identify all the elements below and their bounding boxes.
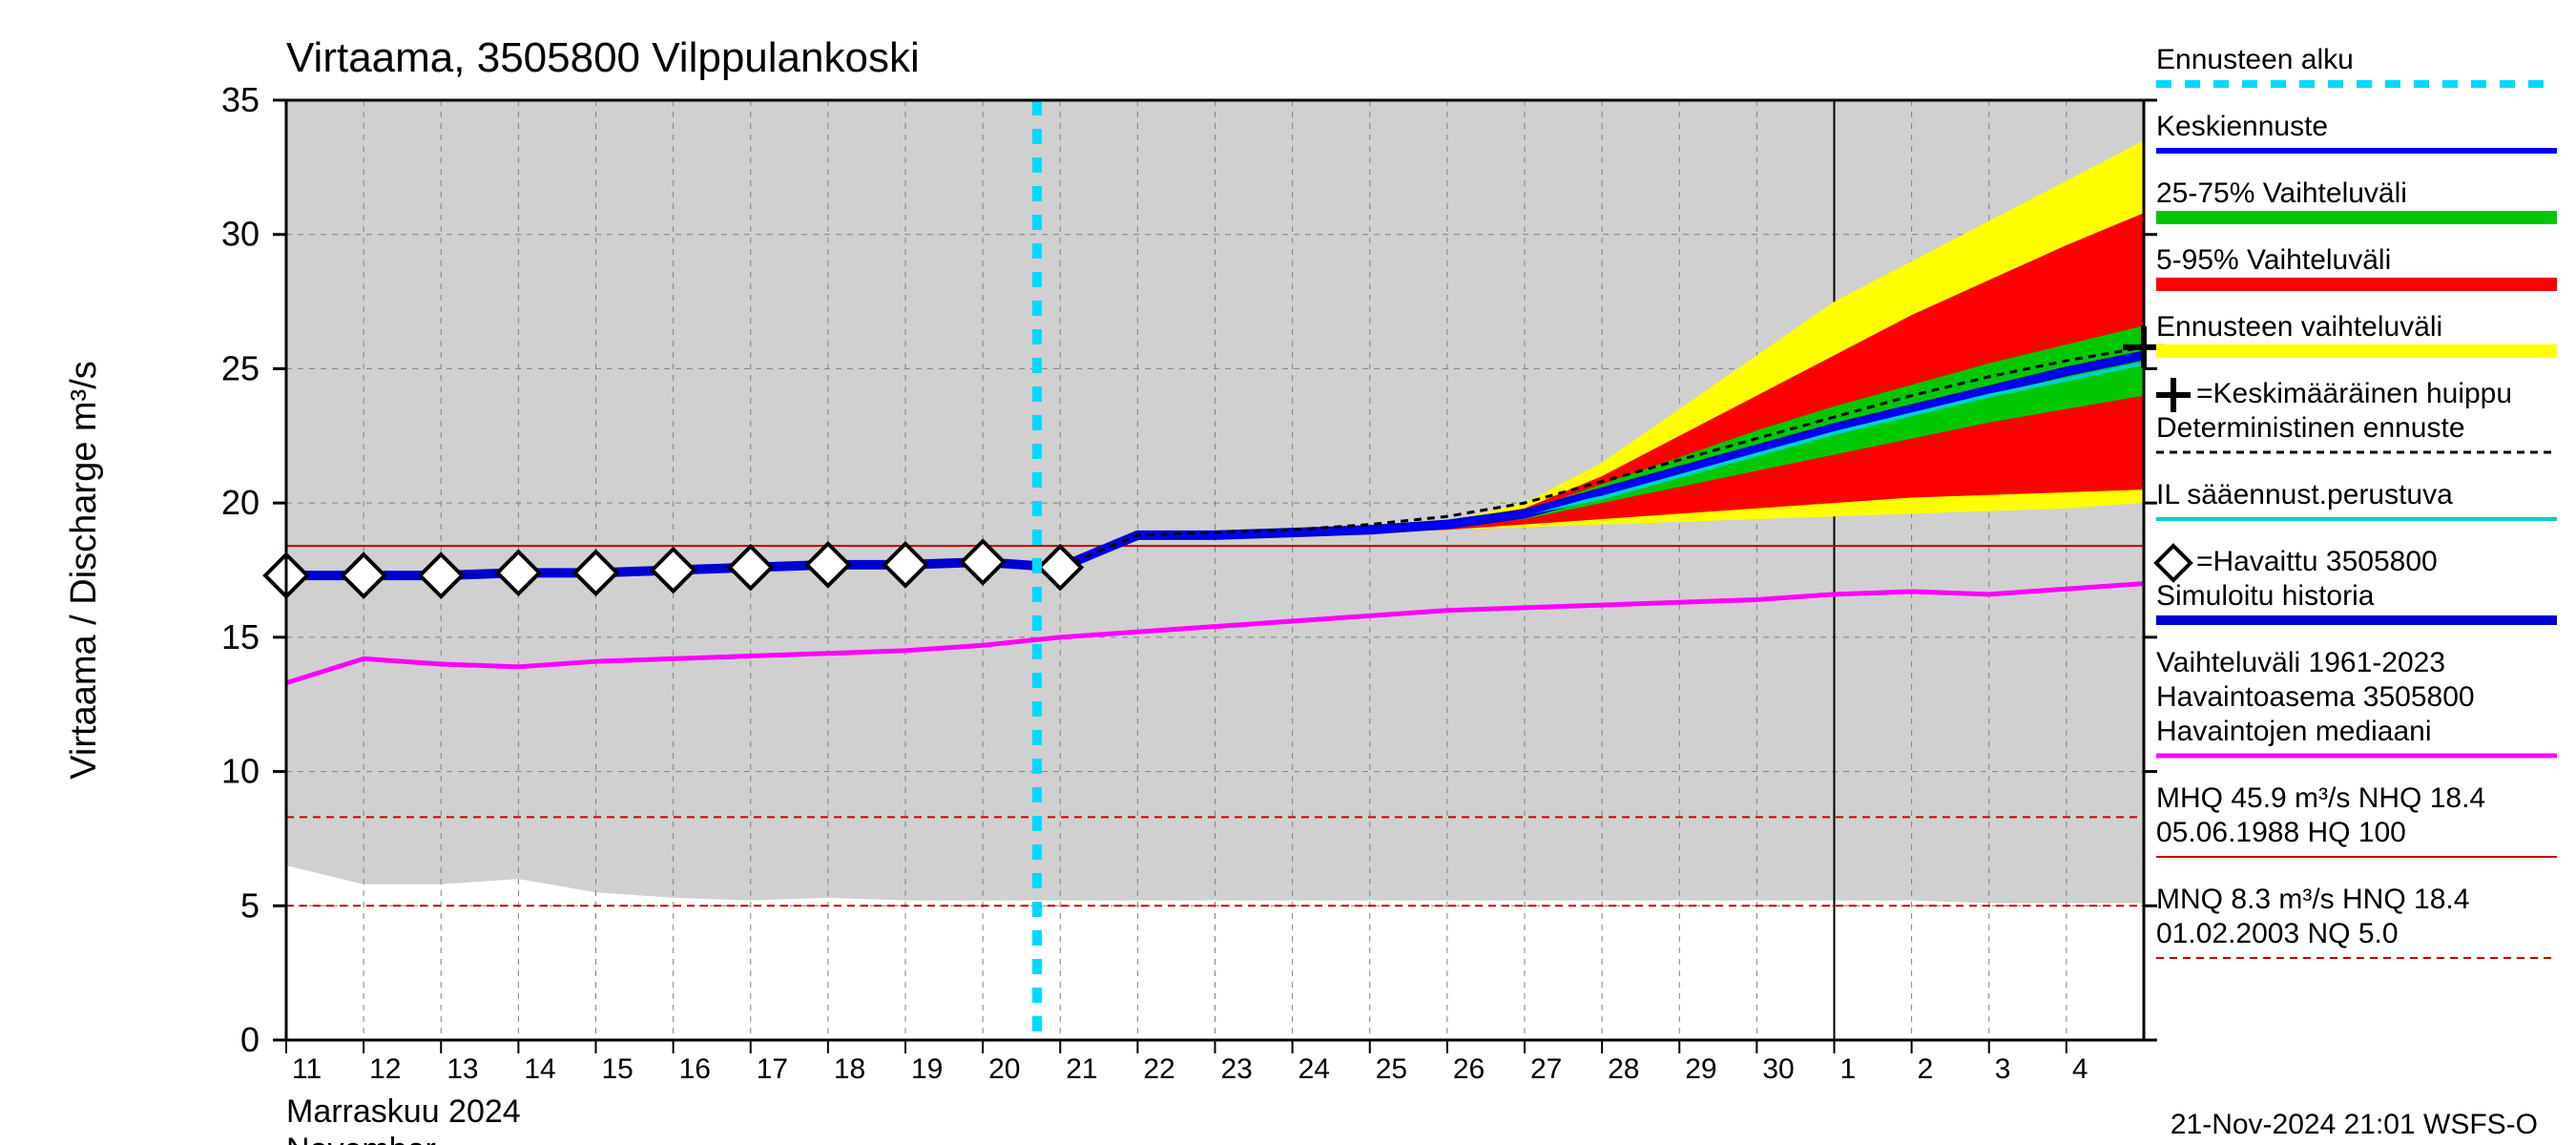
xtick-label: 24 <box>1298 1053 1330 1085</box>
legend-label: Ennusteen vaihteluväli <box>2156 311 2442 343</box>
ytick-label: 25 <box>221 348 260 387</box>
xtick-label: 20 <box>988 1053 1020 1085</box>
legend-label: Keskiennuste <box>2156 111 2328 142</box>
month-label: Marraskuu 2024 <box>286 1093 521 1130</box>
ytick-label: 15 <box>221 617 260 656</box>
legend-label: 01.02.2003 NQ 5.0 <box>2156 918 2399 949</box>
y-axis-label: Virtaama / Discharge m³/s <box>64 361 104 780</box>
xtick-label: 25 <box>1376 1053 1407 1085</box>
legend-label: =Havaittu 3505800 <box>2196 546 2438 577</box>
ytick-label: 35 <box>221 80 260 119</box>
xtick-label: 2 <box>1918 1053 1934 1085</box>
xtick-label: 28 <box>1608 1053 1639 1085</box>
xtick-label: 11 <box>292 1053 322 1085</box>
xtick-label: 16 <box>679 1053 711 1085</box>
legend-label: MHQ 45.9 m³/s NHQ 18.4 <box>2156 782 2485 814</box>
legend-label: Havaintojen mediaani <box>2156 716 2432 747</box>
chart-container: 0510152025303511121314151617181920212223… <box>0 0 2576 1145</box>
chart-title: Virtaama, 3505800 Vilppulankoski <box>286 34 920 81</box>
xtick-label: 21 <box>1066 1053 1097 1085</box>
xtick-label: 12 <box>369 1053 401 1085</box>
ytick-label: 10 <box>221 752 260 791</box>
xtick-label: 26 <box>1453 1053 1485 1085</box>
legend-label: IL sääennust.perustuva <box>2156 479 2453 510</box>
legend-label: 05.06.1988 HQ 100 <box>2156 817 2406 848</box>
legend-label: Deterministinen ennuste <box>2156 412 2465 444</box>
ytick-label: 5 <box>240 885 260 925</box>
legend-label: 5-95% Vaihteluväli <box>2156 244 2391 276</box>
ytick-label: 30 <box>221 215 260 254</box>
xtick-label: 3 <box>1995 1053 2011 1085</box>
ytick-label: 20 <box>221 483 260 522</box>
xtick-label: 23 <box>1221 1053 1253 1085</box>
xtick-label: 17 <box>757 1053 788 1085</box>
legend-label: Havaintoasema 3505800 <box>2156 681 2475 713</box>
xtick-label: 13 <box>447 1053 478 1085</box>
xtick-label: 27 <box>1530 1053 1562 1085</box>
legend-label: Ennusteen alku <box>2156 44 2354 75</box>
xtick-label: 19 <box>911 1053 943 1085</box>
footer-text: 21-Nov-2024 21:01 WSFS-O <box>2171 1109 2538 1140</box>
legend-label: 25-75% Vaihteluväli <box>2156 177 2407 209</box>
xtick-label: 1 <box>1840 1053 1857 1085</box>
xtick-label: 14 <box>524 1053 555 1085</box>
month-label: November <box>286 1132 436 1145</box>
xtick-label: 30 <box>1762 1053 1794 1085</box>
xtick-label: 29 <box>1685 1053 1716 1085</box>
xtick-label: 4 <box>2072 1053 2088 1085</box>
legend-label: Vaihteluväli 1961-2023 <box>2156 647 2445 678</box>
legend-label: Simuloitu historia <box>2156 580 2375 612</box>
xtick-label: 15 <box>602 1053 634 1085</box>
chart-svg: 0510152025303511121314151617181920212223… <box>0 0 2576 1145</box>
ytick-label: 0 <box>240 1020 260 1059</box>
xtick-label: 18 <box>834 1053 865 1085</box>
xtick-label: 22 <box>1143 1053 1174 1085</box>
legend-label: MNQ 8.3 m³/s HNQ 18.4 <box>2156 884 2469 915</box>
legend-label: =Keskimääräinen huippu <box>2196 378 2512 409</box>
